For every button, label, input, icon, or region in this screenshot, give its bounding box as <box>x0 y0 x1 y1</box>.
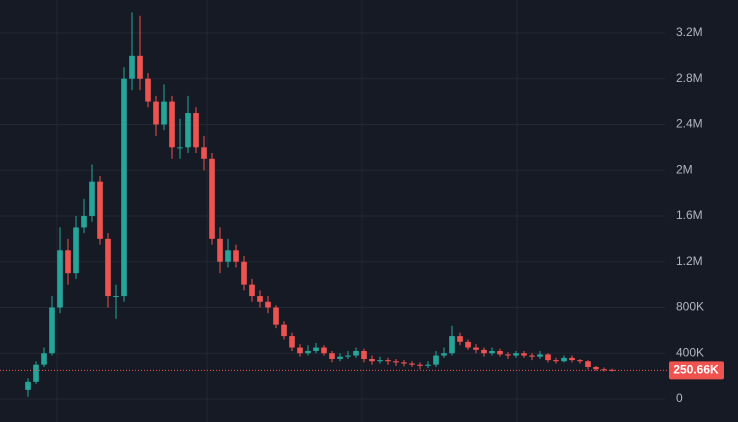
y-tick-label: 2.8M <box>676 71 703 85</box>
candle-body <box>297 347 303 354</box>
y-tick-label: 2M <box>676 162 693 176</box>
candle-body <box>497 350 503 355</box>
candle-body <box>65 250 71 274</box>
last-price-label: 250.66K <box>673 363 719 377</box>
candle-body <box>145 78 151 102</box>
candle-body <box>569 357 575 361</box>
candle-body <box>481 349 487 354</box>
candle-body <box>249 284 255 297</box>
candle-body <box>353 350 359 356</box>
y-tick-label: 1.2M <box>676 254 703 268</box>
candle-body <box>377 360 383 362</box>
candle-body <box>105 238 111 297</box>
candle-body <box>561 357 567 362</box>
candle-body <box>409 363 415 365</box>
candle-body <box>25 381 31 390</box>
candle-body <box>289 336 295 348</box>
candle-body <box>225 250 231 262</box>
candle-body <box>449 336 455 354</box>
candle-body <box>505 354 511 356</box>
y-tick-label: 400K <box>676 345 704 359</box>
y-tick-label: 1.6M <box>676 208 703 222</box>
candle-body <box>537 354 543 357</box>
y-tick-label: 2.4M <box>676 117 703 131</box>
candle-body <box>577 360 583 362</box>
candle-body <box>329 353 335 359</box>
candle-body <box>425 364 431 366</box>
y-tick-label: 0 <box>676 391 683 405</box>
candle-body <box>217 238 223 262</box>
candle-body <box>33 364 39 382</box>
candle-body <box>513 353 519 356</box>
last-price-box <box>669 361 724 380</box>
candle-body <box>369 358 375 362</box>
candle-body <box>417 364 423 366</box>
candle-body <box>489 350 495 354</box>
candle-body <box>545 354 551 361</box>
candle-body <box>241 261 247 285</box>
candle-body <box>201 147 207 159</box>
candle-body <box>473 347 479 350</box>
candle-body <box>121 78 127 297</box>
candle-body <box>97 181 103 239</box>
y-tick-label: 3.2M <box>676 25 703 39</box>
time-grid <box>56 0 518 422</box>
candle-body <box>321 347 327 354</box>
candle-body <box>313 347 319 351</box>
candle-body <box>273 307 279 325</box>
candle-body <box>41 353 47 365</box>
candle-body <box>281 324 287 337</box>
candle-body <box>401 362 407 364</box>
candle-body <box>593 366 599 370</box>
candle-body <box>185 113 191 148</box>
candle-body <box>169 101 175 148</box>
candle-body <box>257 296 263 302</box>
candle-body <box>113 296 119 298</box>
candle-body <box>521 353 527 356</box>
candle-body <box>345 355 351 357</box>
candle-body <box>153 101 159 125</box>
candle-body <box>233 250 239 262</box>
candle-body <box>361 350 367 359</box>
candle-body <box>433 355 439 365</box>
candle-body <box>49 307 55 354</box>
candle-body <box>601 369 607 371</box>
candle-body <box>161 101 167 125</box>
candle-body <box>305 350 311 354</box>
candle-body <box>393 361 399 363</box>
y-tick-label: 800K <box>676 300 704 314</box>
candle-body <box>137 55 143 79</box>
candle-body <box>193 113 199 148</box>
candle-body <box>265 301 271 308</box>
candle-body <box>337 356 343 359</box>
candle-body <box>81 215 87 228</box>
candle-body <box>465 341 471 348</box>
candle-body <box>129 55 135 79</box>
candle-body <box>529 355 535 357</box>
candle-body <box>73 227 79 274</box>
candle-body <box>89 181 95 216</box>
candle-body <box>457 336 463 342</box>
candle-body <box>385 360 391 362</box>
candle-body <box>209 158 215 239</box>
candle-body <box>57 250 63 308</box>
candle-body <box>585 361 591 367</box>
candle-body <box>553 360 559 362</box>
candle-body <box>441 353 447 356</box>
candle-body <box>177 147 183 149</box>
